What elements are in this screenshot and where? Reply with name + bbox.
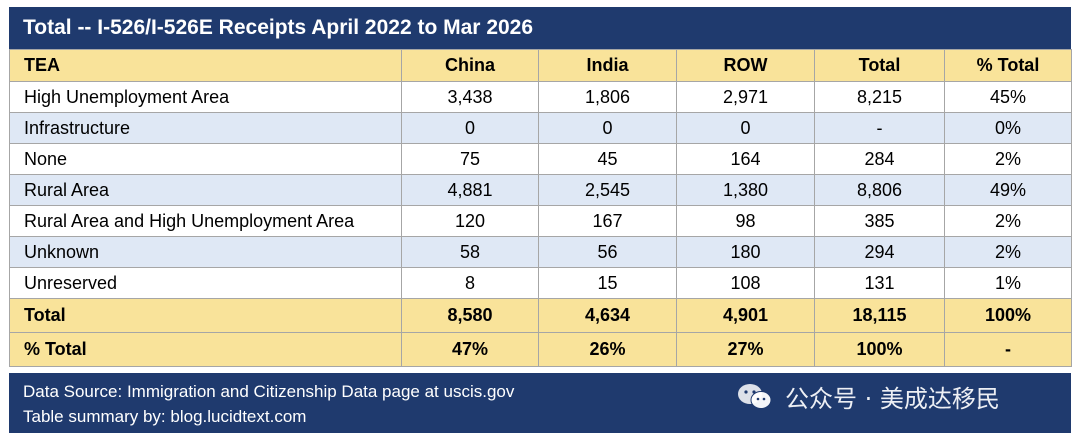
cell-china: 8 [401, 267, 539, 299]
cell-row: 108 [676, 267, 815, 299]
table-row: Infrastructure 0 0 0 - 0% [9, 112, 1072, 144]
cell-total: 284 [814, 143, 945, 175]
cell-pct-total: 2% [944, 205, 1072, 237]
cell-india: 167 [538, 205, 677, 237]
cell-row: 2,971 [676, 81, 815, 113]
cell-china: 75 [401, 143, 539, 175]
table-row: None 75 45 164 284 2% [9, 143, 1072, 175]
row-label: High Unemployment Area [9, 81, 402, 113]
cell-pct-total: 100% [944, 298, 1072, 333]
pct-total-row: % Total 47% 26% 27% 100% - [9, 332, 1072, 367]
header-total: Total [814, 49, 945, 82]
header-tea: TEA [9, 49, 402, 82]
row-label: None [9, 143, 402, 175]
table-row: Rural Area and High Unemployment Area 12… [9, 205, 1072, 237]
header-china: China [401, 49, 539, 82]
cell-row: 1,380 [676, 174, 815, 206]
cell-china: 58 [401, 236, 539, 268]
cell-total: 100% [814, 332, 945, 367]
row-label: Unreserved [9, 267, 402, 299]
row-label: % Total [9, 332, 402, 367]
header-india: India [538, 49, 677, 82]
header-row: ROW [676, 49, 815, 82]
cell-india: 1,806 [538, 81, 677, 113]
cell-china: 47% [401, 332, 539, 367]
table-row: Rural Area 4,881 2,545 1,380 8,806 49% [9, 174, 1072, 206]
cell-total: 294 [814, 236, 945, 268]
cell-china: 4,881 [401, 174, 539, 206]
cell-india: 15 [538, 267, 677, 299]
table-row: Unreserved 8 15 108 131 1% [9, 267, 1072, 299]
cell-row: 27% [676, 332, 815, 367]
cell-pct-total: 2% [944, 236, 1072, 268]
summary-credit: Table summary by: blog.lucidtext.com [23, 407, 307, 426]
cell-india: 4,634 [538, 298, 677, 333]
receipts-table: TEA China India ROW Total % Total High U… [9, 49, 1072, 367]
cell-row: 4,901 [676, 298, 815, 333]
cell-india: 2,545 [538, 174, 677, 206]
cell-india: 45 [538, 143, 677, 175]
table-footer: Data Source: Immigration and Citizenship… [9, 373, 1071, 433]
data-source-note: Data Source: Immigration and Citizenship… [23, 382, 515, 401]
cell-row: 180 [676, 236, 815, 268]
cell-pct-total: 1% [944, 267, 1072, 299]
cell-china: 0 [401, 112, 539, 144]
cell-total: 8,806 [814, 174, 945, 206]
cell-total: 8,215 [814, 81, 945, 113]
cell-china: 3,438 [401, 81, 539, 113]
cell-total: 385 [814, 205, 945, 237]
cell-pct-total: 0% [944, 112, 1072, 144]
row-label: Total [9, 298, 402, 333]
cell-china: 120 [401, 205, 539, 237]
wechat-icon [738, 384, 772, 409]
cell-india: 0 [538, 112, 677, 144]
cell-china: 8,580 [401, 298, 539, 333]
cell-total: - [814, 112, 945, 144]
row-label: Rural Area [9, 174, 402, 206]
watermark-text: 公众号 · 美成达移民 [785, 384, 1000, 413]
cell-row: 164 [676, 143, 815, 175]
table-row: Unknown 58 56 180 294 2% [9, 236, 1072, 268]
total-row: Total 8,580 4,634 4,901 18,115 100% [9, 298, 1072, 333]
header-pct-total: % Total [944, 49, 1072, 82]
table-row: High Unemployment Area 3,438 1,806 2,971… [9, 81, 1072, 113]
row-label: Unknown [9, 236, 402, 268]
cell-pct-total: - [944, 332, 1072, 367]
table-header-row: TEA China India ROW Total % Total [9, 49, 1072, 82]
cell-pct-total: 49% [944, 174, 1072, 206]
row-label: Infrastructure [9, 112, 402, 144]
cell-total: 18,115 [814, 298, 945, 333]
cell-india: 26% [538, 332, 677, 367]
row-label: Rural Area and High Unemployment Area [9, 205, 402, 237]
cell-pct-total: 45% [944, 81, 1072, 113]
cell-pct-total: 2% [944, 143, 1072, 175]
cell-row: 0 [676, 112, 815, 144]
cell-total: 131 [814, 267, 945, 299]
wechat-watermark: 公众号 · 美成达移民 [735, 378, 1000, 414]
table-title: Total -- I-526/I-526E Receipts April 202… [9, 7, 1071, 49]
cell-row: 98 [676, 205, 815, 237]
cell-india: 56 [538, 236, 677, 268]
